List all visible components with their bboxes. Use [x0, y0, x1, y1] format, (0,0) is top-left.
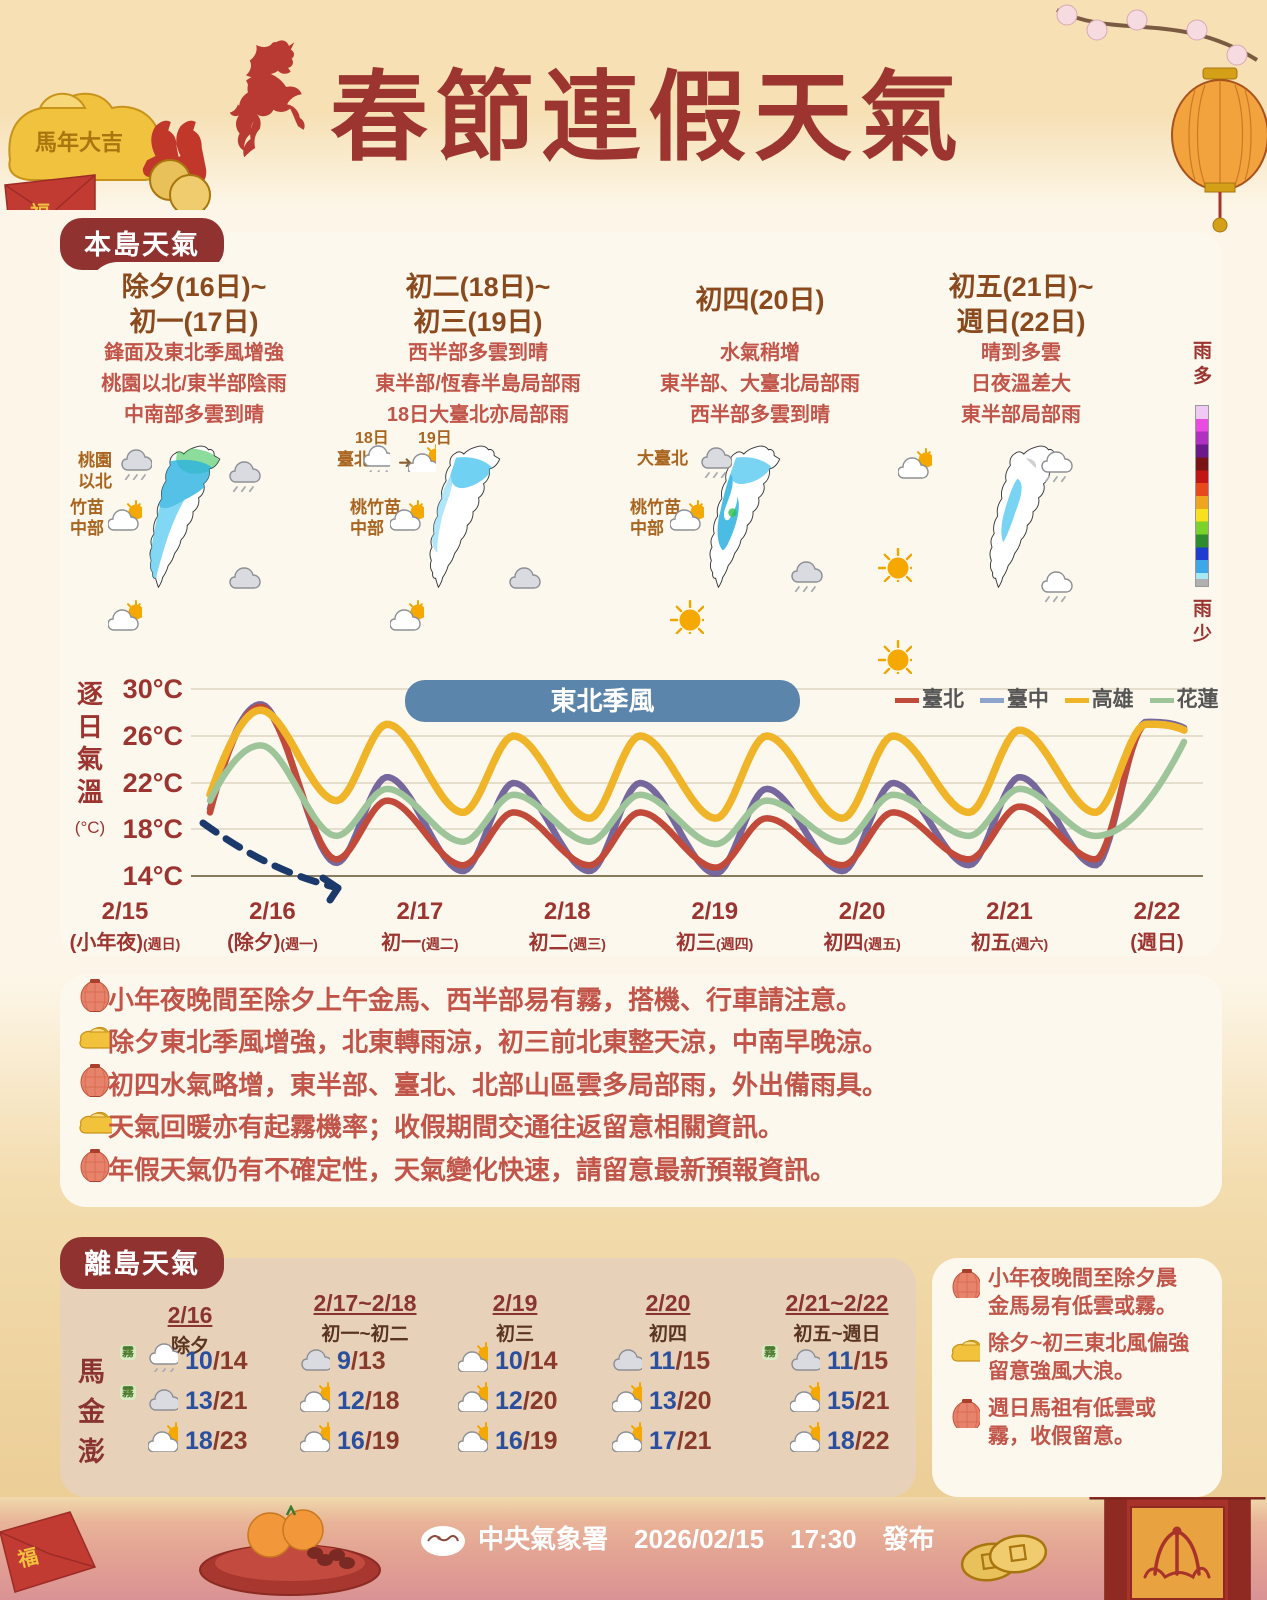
svg-text:福: 福: [29, 202, 50, 210]
svg-text:18°C: 18°C: [123, 814, 183, 844]
svg-text:30°C: 30°C: [123, 678, 183, 704]
svg-text:22°C: 22°C: [123, 768, 183, 798]
svg-text:14°C: 14°C: [123, 861, 183, 891]
svg-text:26°C: 26°C: [123, 721, 183, 751]
svg-text:馬年大吉: 馬年大吉: [35, 130, 123, 155]
